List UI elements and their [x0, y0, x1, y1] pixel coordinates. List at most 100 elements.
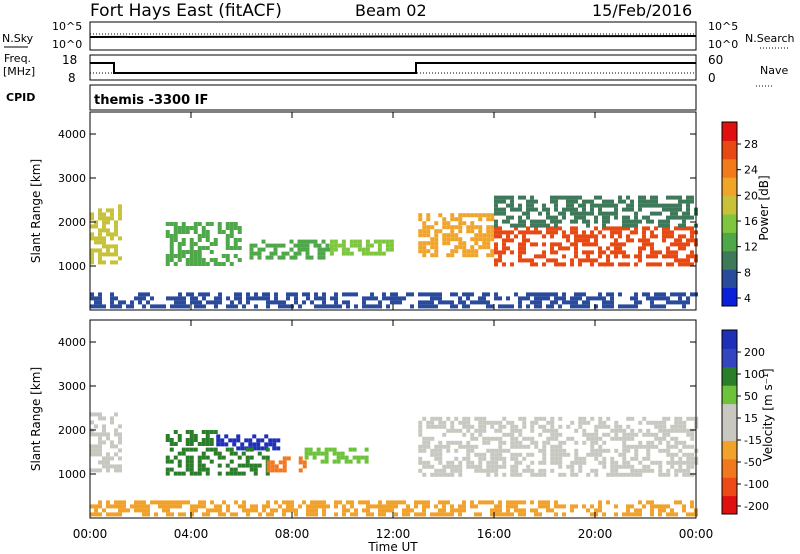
colorbar-tick-label: -200 [744, 500, 769, 513]
heatmap-cell [454, 416, 459, 421]
heatmap-cell [654, 262, 658, 267]
heatmap-cell [378, 300, 382, 305]
heatmap-cell [538, 211, 542, 216]
heatmap-cell [482, 292, 486, 297]
heatmap-cell [237, 463, 242, 468]
heatmap-cell [98, 216, 102, 221]
heatmap-cell [224, 442, 229, 447]
heatmap-cell [430, 416, 435, 421]
heatmap-cell [622, 460, 627, 465]
heatmap-cell [434, 253, 439, 258]
heatmap-cell [546, 296, 550, 301]
heatmap-cell [594, 432, 599, 437]
heatmap-cell [654, 436, 659, 441]
heatmap-cell [218, 296, 222, 301]
heatmap-cell [470, 432, 475, 437]
heatmap-cell [90, 452, 94, 457]
heatmap-cell [434, 472, 439, 477]
heatmap-cell [522, 512, 526, 517]
heatmap-cell [530, 195, 534, 200]
heatmap-cell [181, 222, 186, 226]
heatmap-cell [114, 512, 118, 517]
heatmap-cell [301, 243, 306, 248]
power-panel-frame [89, 111, 697, 311]
heatmap-cell [678, 258, 682, 263]
heatmap-cell [678, 199, 682, 204]
heatmap-cell [213, 430, 218, 434]
heatmap-cell [590, 416, 595, 421]
heatmap-cell [638, 203, 642, 208]
heatmap-cell [470, 213, 475, 218]
heatmap-cell [462, 444, 467, 449]
heatmap-cell [185, 467, 190, 472]
heatmap-cell [406, 504, 410, 509]
heatmap-cell [662, 472, 667, 477]
heatmap-cell [134, 508, 138, 513]
heatmap-cell [94, 504, 98, 509]
heatmap-cell [582, 292, 586, 297]
heatmap-cell [189, 463, 194, 468]
colorbar-segment [722, 366, 737, 386]
velocity-y-axis-label: Slant Range [km] [29, 367, 43, 471]
heatmap-cell [526, 226, 530, 231]
heatmap-cell [670, 215, 674, 220]
heatmap-cell [602, 203, 606, 208]
heatmap-cell [530, 460, 535, 465]
heatmap-cell [201, 226, 206, 230]
heatmap-cell [114, 452, 118, 457]
heatmap-cell [494, 219, 498, 224]
heatmap-cell [678, 203, 682, 208]
heatmap-cell [394, 504, 398, 509]
heatmap-cell [470, 237, 475, 242]
colorbar-segment [722, 158, 737, 178]
heatmap-cell [225, 222, 230, 226]
heatmap-cell [246, 292, 250, 297]
heatmap-cell [662, 254, 666, 259]
heatmap-cell [582, 300, 586, 305]
heatmap-cell [554, 448, 559, 453]
heatmap-cell [574, 246, 578, 251]
heatmap-cell [346, 304, 350, 309]
heatmap-cell [169, 459, 174, 464]
heatmap-cell [102, 236, 106, 241]
heatmap-cell [542, 440, 547, 445]
heatmap-cell [349, 243, 354, 248]
heatmap-cell [670, 242, 674, 247]
y-tick-label: 3000 [58, 172, 86, 185]
heatmap-cell [558, 242, 562, 247]
heatmap-cell [450, 233, 455, 238]
heatmap-cell [454, 225, 459, 230]
heatmap-cell [490, 448, 495, 453]
heatmap-cell [562, 512, 566, 517]
heatmap-cell [310, 500, 314, 505]
heatmap-cell [674, 444, 679, 449]
heatmap-cell [134, 296, 138, 301]
heatmap-cell [406, 292, 410, 297]
heatmap-cell [98, 208, 102, 213]
heatmap-cell [522, 230, 526, 235]
heatmap-cell [142, 304, 146, 309]
heatmap-cell [106, 216, 110, 221]
heatmap-cell [682, 246, 686, 251]
heatmap-cell [686, 242, 690, 247]
heatmap-cell [426, 233, 431, 238]
heatmap-cell [257, 247, 262, 252]
heatmap-cell [626, 448, 631, 453]
heatmap-cell [430, 464, 435, 469]
heatmap-cell [246, 512, 250, 517]
heatmap-cell [642, 416, 647, 421]
heatmap-cell [606, 254, 610, 259]
heatmap-cell [374, 296, 378, 301]
heatmap-cell [430, 241, 435, 246]
heatmap-cell [690, 199, 694, 204]
heatmap-cell [321, 247, 326, 252]
heatmap-cell [482, 428, 487, 433]
heatmap-cell [102, 416, 106, 421]
heatmap-cell [530, 472, 535, 477]
heatmap-cell [322, 304, 326, 309]
heatmap-cell [594, 234, 598, 239]
heatmap-cell [622, 448, 627, 453]
heatmap-cell [494, 230, 498, 235]
heatmap-cell [598, 420, 603, 425]
heatmap-cell [634, 456, 639, 461]
